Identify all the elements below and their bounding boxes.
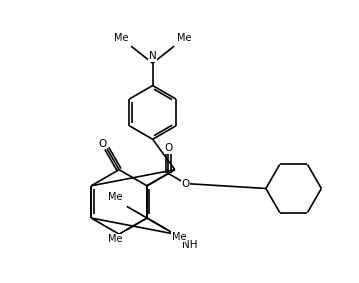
Text: N: N <box>149 52 157 61</box>
Text: NH: NH <box>182 240 197 250</box>
Text: Me: Me <box>108 192 122 202</box>
Text: O: O <box>182 179 190 188</box>
Text: Me: Me <box>108 234 122 244</box>
Text: Me: Me <box>172 232 186 242</box>
Text: O: O <box>99 139 107 149</box>
Text: O: O <box>164 143 172 153</box>
Text: Me: Me <box>177 33 191 44</box>
Text: Me: Me <box>114 33 129 44</box>
